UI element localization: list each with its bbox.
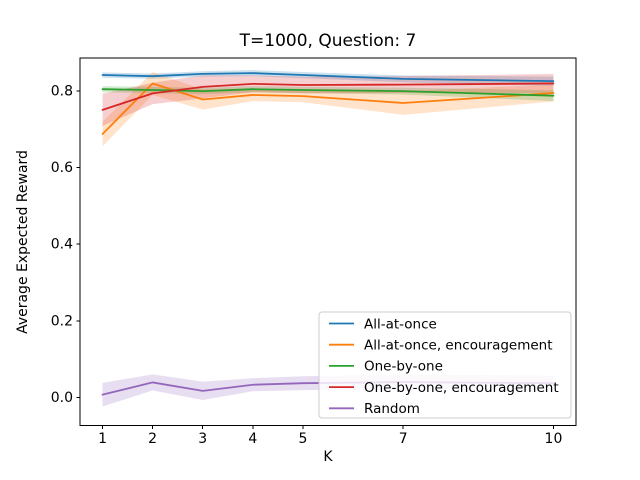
y-tick-label: 0.4 <box>51 237 73 253</box>
legend-label: One-by-one, encouragement <box>364 380 559 396</box>
y-tick-label: 0.6 <box>51 160 73 176</box>
x-tick-label: 1 <box>98 431 107 447</box>
legend-label: Random <box>364 401 420 417</box>
legend: All-at-once All-at-once, encouragement One… <box>318 311 572 419</box>
x-tick-label: 4 <box>248 431 257 447</box>
x-tick-label: 3 <box>198 431 207 447</box>
series-line-3 <box>101 82 555 111</box>
series-line-0 <box>101 72 555 83</box>
y-tick-label: 0.0 <box>51 390 73 406</box>
series-line-2 <box>101 88 555 97</box>
x-tick-label: 7 <box>399 431 408 447</box>
legend-label: All-at-once, encouragement <box>364 338 553 354</box>
y-tick-label: 0.2 <box>51 313 73 329</box>
x-tick-label: 2 <box>148 431 157 447</box>
chart-title: T=1000, Question: 7 <box>239 31 417 51</box>
x-tick-label: 5 <box>298 431 307 447</box>
x-tick-label: 10 <box>545 431 563 447</box>
series-line-1 <box>101 82 555 135</box>
axes-frame <box>79 57 577 426</box>
legend-label: All-at-once <box>364 316 437 332</box>
legend-label: One-by-one <box>364 359 443 375</box>
legend-box <box>318 311 572 419</box>
x-axis-label: K <box>323 449 333 465</box>
y-tick-label: 0.8 <box>51 84 73 100</box>
